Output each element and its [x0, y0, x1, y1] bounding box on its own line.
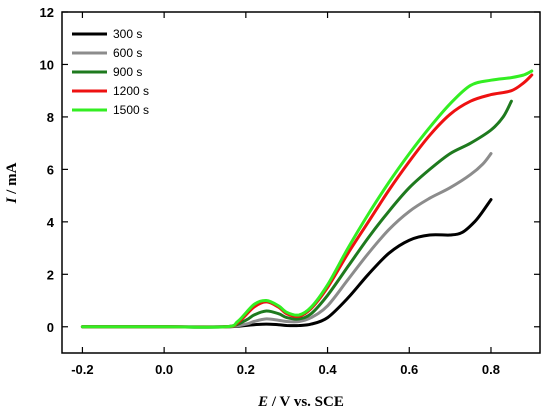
legend: 300 s 600 s 900 s 1200 s 1500 s	[68, 18, 160, 118]
y-tick-label: 10	[40, 57, 54, 72]
x-axis-unit: / V vs. SCE	[268, 394, 344, 410]
legend-label: 900 s	[113, 65, 142, 79]
x-tick-label: 0.8	[482, 362, 500, 377]
x-tick-label: 0.6	[400, 362, 418, 377]
x-tick-label: 0.0	[155, 362, 173, 377]
series-line-600-s	[80, 152, 493, 329]
y-tick-label: 6	[47, 162, 54, 177]
y-tick-label: 4	[47, 215, 55, 230]
y-tick-label: 12	[40, 5, 54, 20]
y-axis-symbol: I	[4, 196, 20, 204]
legend-label: 600 s	[113, 46, 142, 60]
y-axis-title: I / mA	[4, 162, 20, 204]
y-tick-label: 2	[47, 267, 54, 282]
x-axis-title: E / V vs. SCE	[257, 394, 344, 410]
x-tick-label: 0.2	[237, 362, 255, 377]
y-tick-label: 0	[47, 320, 54, 335]
x-axis-ticks: -0.2 0.0 0.2 0.4 0.6 0.8	[71, 12, 500, 377]
legend-label: 300 s	[113, 27, 142, 41]
y-tick-label: 8	[47, 110, 54, 125]
x-tick-label: -0.2	[71, 362, 93, 377]
y-axis-ticks: 0 2 4 6 8 10 12	[40, 5, 540, 335]
series-line-900-s	[80, 99, 513, 329]
series-line-1500-s	[80, 69, 534, 329]
x-tick-label: 0.4	[319, 362, 338, 377]
y-axis-unit: / mA	[4, 162, 20, 197]
legend-label: 1500 s	[113, 103, 149, 117]
x-axis-symbol: E	[257, 394, 268, 410]
legend-label: 1200 s	[113, 84, 149, 98]
series-lines	[80, 69, 534, 329]
